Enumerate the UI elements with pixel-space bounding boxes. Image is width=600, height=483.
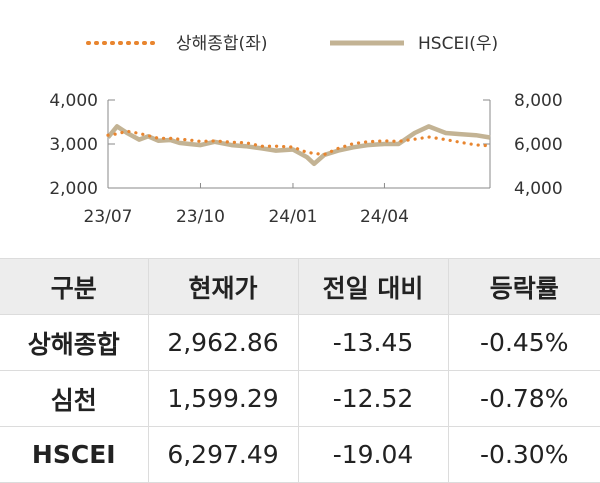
x-tick-label: 23/07 — [84, 207, 133, 227]
series-line-shanghai — [106, 129, 492, 157]
row-change-rate: -0.30% — [447, 426, 600, 483]
row-change-rate: -0.45% — [447, 314, 600, 371]
left-tick-label: 3,000 — [49, 135, 98, 155]
row-current-price: 2,962.86 — [147, 314, 298, 371]
row-change: -12.52 — [297, 370, 448, 427]
x-tick-label: 23/10 — [176, 207, 225, 227]
right-tick-label: 4,000 — [514, 179, 563, 199]
row-change: -13.45 — [297, 314, 448, 371]
series-line-hscei — [106, 124, 491, 167]
header-change: 전일 대비 — [297, 258, 448, 315]
right-tick-label: 6,000 — [514, 135, 563, 155]
left-y-ticks: 2,000 3,000 4,000 — [49, 91, 115, 199]
table-row: 상해종합 2,962.86 -13.45 -0.45% — [0, 314, 600, 371]
row-current-price: 6,297.49 — [147, 426, 298, 483]
row-change: -19.04 — [297, 426, 448, 483]
series-layer — [106, 124, 492, 167]
legend-label-hscei: HSCEI(우) — [418, 34, 498, 54]
header-category: 구분 — [0, 258, 148, 315]
x-ticks: 23/07 23/10 24/01 24/04 — [84, 183, 409, 227]
table-header-row: 구분 현재가 전일 대비 등락률 — [0, 258, 600, 315]
axes — [107, 100, 491, 189]
table-row: HSCEI 6,297.49 -19.04 -0.30% — [0, 426, 600, 483]
row-current-price: 1,599.29 — [147, 370, 298, 427]
x-tick-label: 24/01 — [268, 207, 317, 227]
header-current-price: 현재가 — [147, 258, 298, 315]
left-tick-label: 2,000 — [49, 179, 98, 199]
row-name: HSCEI — [0, 426, 148, 483]
row-name: 상해종합 — [0, 314, 148, 371]
right-y-ticks: 4,000 6,000 8,000 — [483, 91, 563, 199]
row-change-rate: -0.78% — [447, 370, 600, 427]
legend-label-shanghai: 상해종합(좌) — [176, 34, 267, 54]
legend: 상해종합(좌) HSCEI(우) — [86, 34, 498, 54]
table-row: 심천 1,599.29 -12.52 -0.78% — [0, 370, 600, 427]
quote-table: 구분 현재가 전일 대비 등락률 상해종합 2,962.86 -13.45 -0… — [0, 258, 600, 483]
left-tick-label: 4,000 — [49, 91, 98, 111]
line-chart: 상해종합(좌) HSCEI(우) 2,000 3,000 4,000 4,000 6,… — [49, 34, 563, 227]
row-name: 심천 — [0, 370, 148, 427]
x-tick-label: 24/04 — [360, 207, 409, 227]
right-tick-label: 8,000 — [514, 91, 563, 111]
header-change-rate: 등락률 — [447, 258, 600, 315]
